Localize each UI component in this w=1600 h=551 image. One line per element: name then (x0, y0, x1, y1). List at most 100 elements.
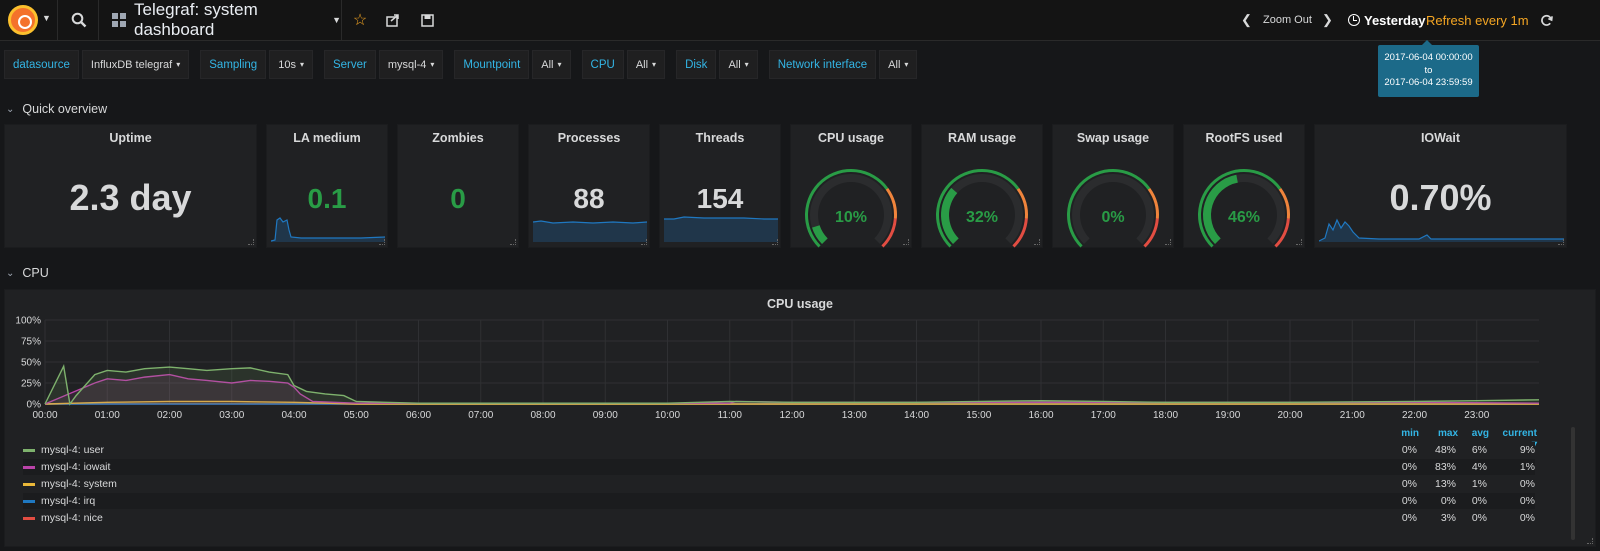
resize-handle[interactable] (1296, 239, 1302, 245)
gauge-threshold-ok (936, 169, 1020, 248)
panel-la-medium[interactable]: LA medium 0.1 (266, 124, 388, 248)
time-shift-back-button[interactable]: ❮ (1241, 12, 1252, 27)
panel-rootfs-used[interactable]: RootFS used 46% (1183, 124, 1305, 248)
sparkline (533, 220, 647, 242)
refresh-button[interactable] (1535, 0, 1557, 40)
chevron-down-icon: ⌄ (6, 103, 15, 115)
caret-down-icon: ▾ (176, 60, 181, 69)
var-value: All (541, 58, 554, 71)
row-cpu[interactable]: ⌄ CPU (6, 265, 49, 281)
panel-zombies[interactable]: Zombies 0 (397, 124, 519, 248)
resize-handle[interactable] (772, 239, 778, 245)
panel-iowait[interactable]: IOWait 0.70% (1314, 124, 1567, 248)
x-tick-label: 16:00 (1028, 410, 1053, 421)
series-current: 0% (1519, 512, 1535, 524)
panel-swap-usage[interactable]: Swap usage 0% (1052, 124, 1174, 248)
series-max: 3% (1440, 512, 1456, 524)
x-tick-label: 19:00 (1215, 410, 1240, 421)
series-max: 83% (1434, 461, 1456, 473)
var-value: All (635, 58, 649, 71)
var-value-dropdown[interactable]: All ▾ (626, 50, 666, 79)
gauge (805, 169, 897, 248)
panel-threads[interactable]: Threads 154 (659, 124, 781, 248)
panel-uptime[interactable]: Uptime 2.3 day (4, 124, 257, 248)
time-range-tooltip: 2017-06-04 00:00:00 to 2017-06-04 23:59:… (1378, 40, 1479, 97)
panel-title: RootFS used (1205, 131, 1283, 145)
gauge-value: 10% (834, 209, 868, 226)
resize-handle[interactable] (1558, 239, 1564, 245)
var-label: Mountpoint (454, 50, 530, 79)
x-tick-label: 07:00 (468, 410, 493, 421)
search-button[interactable] (59, 0, 99, 40)
time-range-label: Yesterday (1364, 12, 1426, 28)
legend-row[interactable]: mysql-4: nice 0% 3% 0% 0% (23, 510, 1535, 526)
resize-handle[interactable] (379, 239, 385, 245)
gauge-threshold-ok (1067, 169, 1151, 248)
legend-col-max[interactable]: max (1437, 428, 1458, 439)
resize-handle[interactable] (1034, 239, 1040, 245)
legend-col-avg[interactable]: avg (1471, 428, 1489, 439)
row-quick-overview[interactable]: ⌄ Quick overview (6, 101, 107, 117)
var-value-dropdown[interactable]: All ▾ (719, 50, 758, 79)
legend-scrollbar[interactable] (1571, 427, 1575, 540)
panel-cpu-usage-graph[interactable]: CPU usage 0% 25% 50% 75% 100% 00:00 01:00 02:00… (4, 289, 1596, 547)
legend-row[interactable]: mysql-4: user 0% 48% 6% 9% (23, 442, 1535, 458)
refresh-icon (1540, 14, 1553, 26)
x-tick-label: 04:00 (281, 410, 306, 421)
legend-row[interactable]: mysql-4: system 0% 13% 1% 0% (23, 476, 1535, 492)
panel-title: Threads (695, 131, 745, 145)
resize-handle[interactable] (903, 239, 909, 245)
resize-handle[interactable] (248, 239, 254, 245)
dashboard-title-picker[interactable]: Telegraf: system dashboard ▼ (100, 0, 342, 40)
time-picker-button[interactable]: Yesterday (1348, 0, 1425, 40)
resize-handle[interactable] (641, 239, 647, 245)
legend-col-min[interactable]: min (1401, 428, 1419, 439)
zoom-out-button[interactable]: Zoom Out (1263, 14, 1312, 26)
var-value-dropdown[interactable]: InfluxDB telegraf ▾ (81, 50, 190, 79)
resize-handle[interactable] (510, 239, 516, 245)
var-value: mysql-4 (387, 58, 427, 71)
var-value-dropdown[interactable]: All ▾ (879, 50, 918, 79)
panel-title: LA medium (293, 131, 361, 145)
var-value-dropdown[interactable]: 10s ▾ (269, 50, 313, 79)
series-current: 9% (1519, 444, 1535, 456)
var-value: 10s (278, 58, 296, 71)
star-icon[interactable]: ☆ (352, 12, 368, 29)
series-swatch (23, 516, 35, 520)
series-swatch (23, 482, 35, 486)
y-tick-label: 25% (21, 379, 41, 390)
resize-handle[interactable] (1587, 538, 1593, 544)
share-icon[interactable] (382, 10, 404, 30)
panel-title: CPU usage (767, 297, 833, 311)
gauge-threshold-ok (1198, 169, 1282, 248)
clock-icon (1348, 14, 1360, 26)
legend-row[interactable]: mysql-4: irq 0% 0% 0% 0% (23, 493, 1535, 509)
cpu-usage-plot: 0% 25% 50% 75% 100% 00:00 01:00 02:00 03:00 04:00… (15, 316, 1540, 421)
sparkline (271, 217, 385, 242)
refresh-interval-label[interactable]: Refresh every 1m (1426, 12, 1529, 28)
series-avg: 0% (1471, 512, 1487, 524)
panel-cpu-usage[interactable]: CPU usage 10% (790, 124, 912, 248)
var-sampling: Sampling 10s ▾ (200, 50, 313, 79)
stat-value: 88 (573, 183, 605, 214)
panel-processes[interactable]: Processes 88 (528, 124, 650, 248)
panel-ram-usage[interactable]: RAM usage 32% (921, 124, 1043, 248)
var-value-dropdown[interactable]: All ▾ (532, 50, 571, 79)
var-value: All (728, 58, 741, 71)
panel-title: Zombies (432, 131, 484, 145)
grafana-logo-menu[interactable]: ▼ (0, 0, 58, 40)
var-value-dropdown[interactable]: mysql-4 ▾ (378, 50, 444, 79)
caret-down-icon: ▾ (904, 60, 909, 69)
gauge-track (1072, 174, 1154, 244)
resize-handle[interactable] (1165, 239, 1171, 245)
series-swatch (23, 465, 35, 469)
x-tick-label: 15:00 (966, 410, 991, 421)
time-shift-forward-button[interactable]: ❯ (1322, 12, 1333, 27)
caret-down-icon: ▾ (652, 60, 657, 69)
tooltip-to: 2017-06-04 23:59:59 (1384, 77, 1473, 88)
series-min: 0% (1401, 444, 1417, 456)
stat-value: 0 (450, 183, 466, 214)
legend-row[interactable]: mysql-4: iowait 0% 83% 4% 1% (23, 459, 1535, 475)
save-icon[interactable] (416, 10, 438, 30)
var-datasource: datasource InfluxDB telegraf ▾ (4, 50, 190, 79)
